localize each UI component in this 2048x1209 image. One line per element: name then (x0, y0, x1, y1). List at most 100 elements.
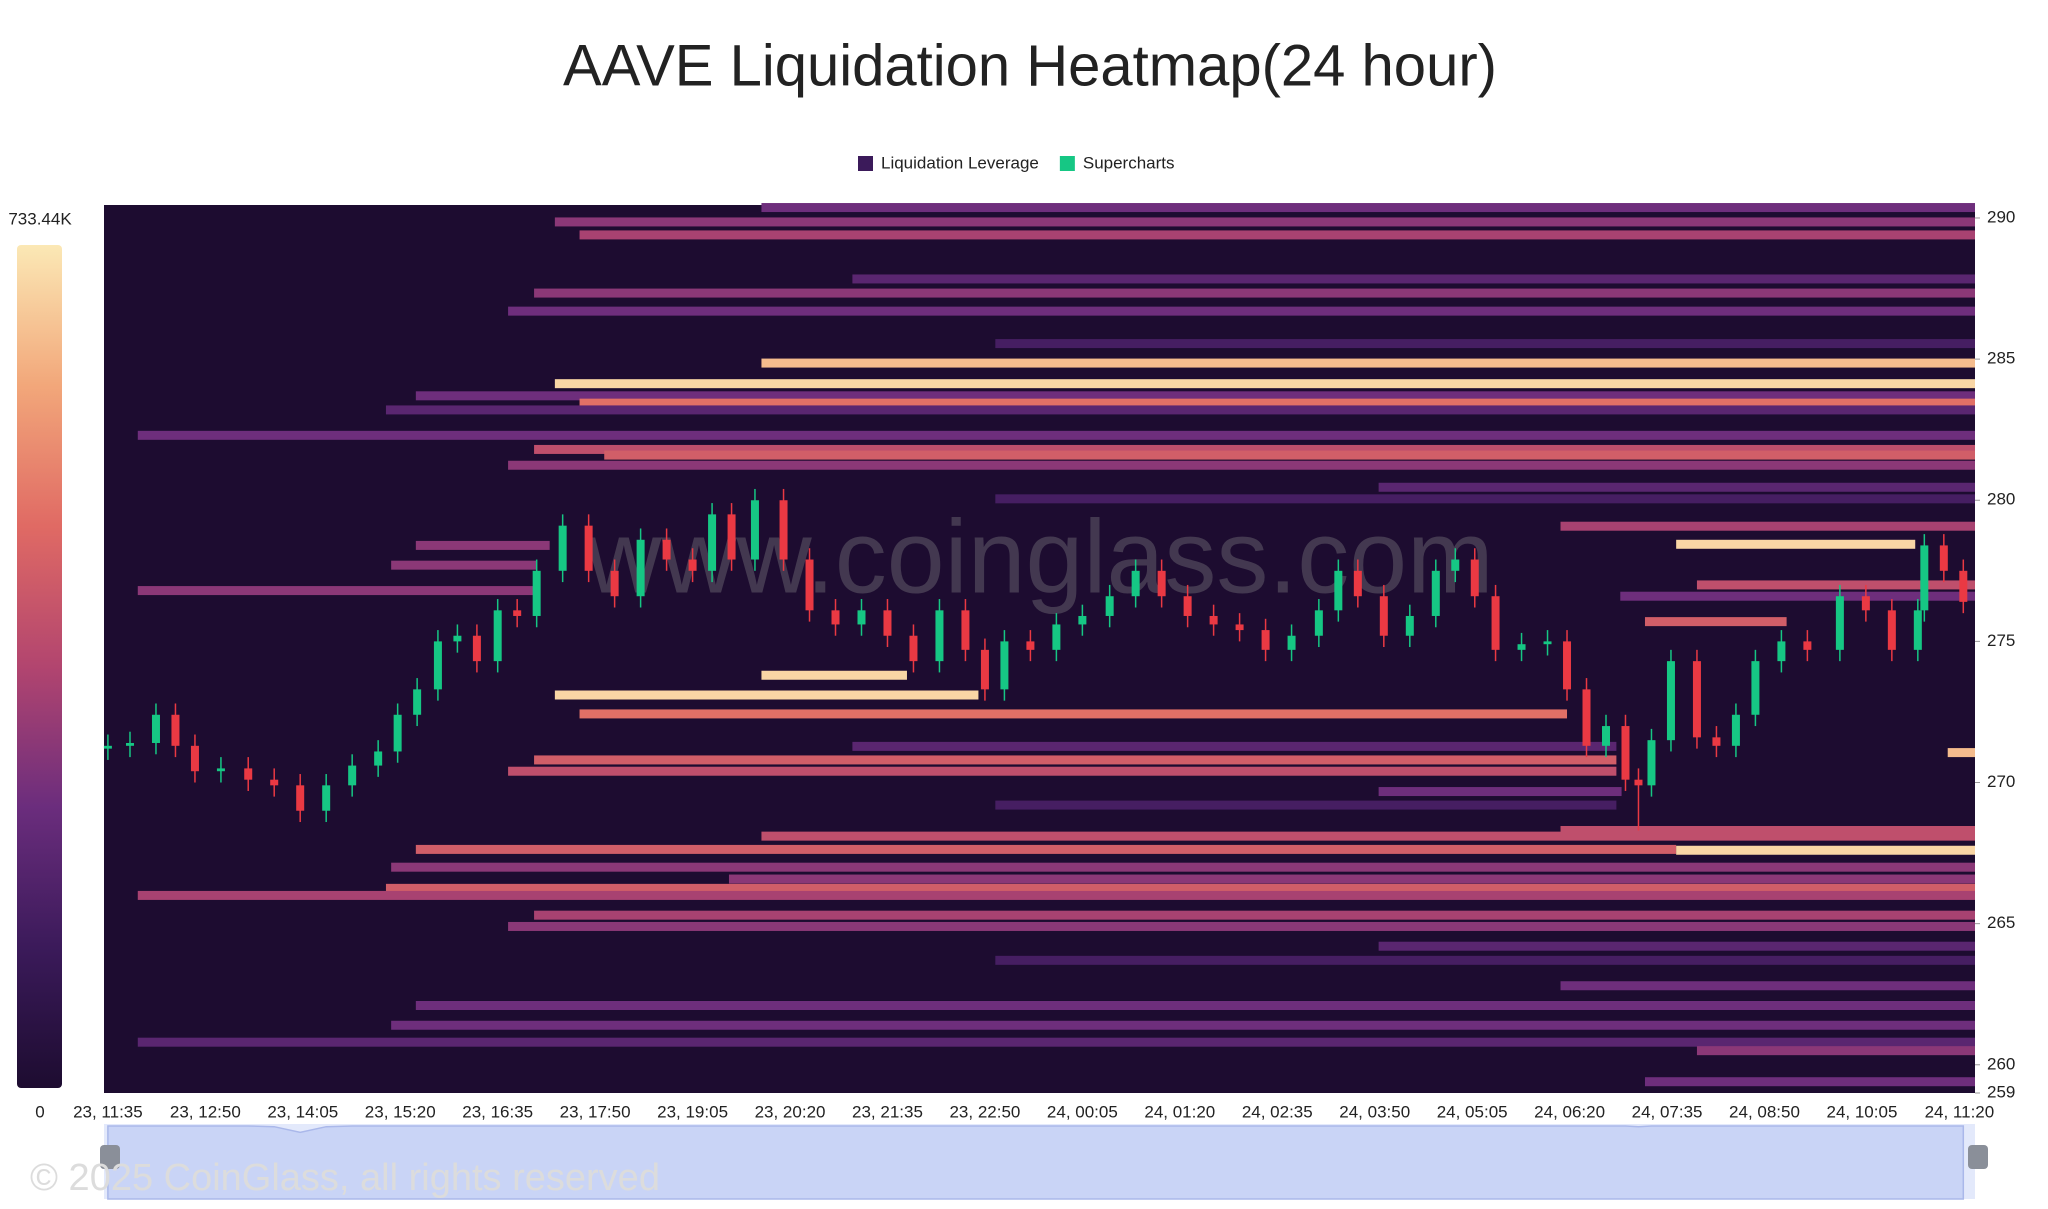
x-tick-label: 23, 20:20 (755, 1102, 826, 1121)
y-tick-label: 280 (1987, 490, 2015, 509)
candle-body (1939, 545, 1948, 571)
liquidation-band (1620, 591, 1975, 601)
candle-body (270, 779, 279, 786)
candle-body (1470, 559, 1479, 597)
liquidation-band (508, 921, 1976, 931)
liquidation-band (508, 766, 1617, 776)
liquidation-band (1676, 845, 1975, 855)
x-tick-label: 23, 22:50 (949, 1102, 1020, 1121)
candle-body (1887, 610, 1896, 650)
candle-body (433, 641, 442, 690)
candle-body (1052, 624, 1061, 650)
liquidation-band (604, 450, 1975, 460)
liquidation-band (534, 444, 1976, 454)
candle-body (1835, 596, 1844, 650)
candle-body (1157, 570, 1166, 597)
x-tick-label: 23, 17:50 (560, 1102, 631, 1121)
candle-body (558, 525, 567, 571)
liquidation-band (1378, 941, 1975, 951)
liquidation-band (137, 890, 1975, 900)
candle-body (727, 514, 736, 560)
legend-label: Liquidation Leverage (881, 153, 1039, 172)
colorbar (17, 245, 62, 1088)
liquidation-band (554, 379, 1975, 389)
liquidation-band (1676, 539, 1916, 549)
x-tick-label: 24, 00:05 (1047, 1102, 1118, 1121)
liquidation-band (728, 874, 1975, 884)
liquidation-band (1378, 787, 1622, 797)
liquidation-band (1560, 521, 1975, 531)
x-tick-label: 24, 03:50 (1339, 1102, 1410, 1121)
candle-body (190, 745, 199, 772)
liquidation-band (1644, 1077, 1975, 1087)
liquidation-band (415, 1000, 1975, 1010)
liquidation-band (137, 430, 1975, 440)
candle-body (393, 714, 402, 752)
liquidation-band (761, 670, 907, 680)
candle-body (1000, 641, 1009, 690)
colorbar-label: 0 (35, 1102, 44, 1121)
liquidation-band (415, 844, 1677, 854)
candle-body (322, 785, 331, 811)
liquidation-band (554, 217, 1975, 227)
candle-body (831, 610, 840, 625)
navigator-handle[interactable] (100, 1145, 120, 1169)
copyright: © 2025 CoinGlass, all rights reserved (30, 1157, 660, 1199)
liquidation-band (534, 755, 1617, 765)
x-tick-label: 24, 07:35 (1632, 1102, 1703, 1121)
candle-body (1026, 641, 1035, 650)
liquidation-band (137, 1037, 1975, 1047)
candle-body (1601, 726, 1610, 746)
liquidation-band (1696, 1046, 1975, 1056)
liquidation-band (852, 741, 1617, 751)
candle-body (513, 610, 522, 616)
x-tick-label: 24, 10:05 (1827, 1102, 1898, 1121)
candle-body (1261, 630, 1270, 650)
candle-body (1078, 615, 1087, 625)
candle-body (1692, 661, 1701, 738)
y-tick-label: 259 (1987, 1082, 2015, 1101)
candle-body (1751, 661, 1760, 715)
liquidation-band (579, 709, 1568, 719)
liquidation-band (1560, 825, 1975, 835)
candle-body (1314, 610, 1323, 636)
candle-body (1287, 635, 1296, 650)
legend-label: Supercharts (1083, 153, 1175, 172)
liquidation-band (995, 800, 1617, 810)
navigator-handle[interactable] (1968, 1145, 1988, 1169)
liquidation-band (391, 560, 537, 570)
candle-body (750, 500, 759, 560)
x-tick-label: 23, 14:05 (267, 1102, 338, 1121)
candle-body (1647, 740, 1656, 786)
candle-body (1621, 726, 1630, 780)
x-tick-label: 23, 19:05 (657, 1102, 728, 1121)
candle-body (348, 765, 357, 786)
legend: Liquidation Leverage Supercharts (858, 153, 1175, 172)
y-tick-label: 270 (1987, 772, 2015, 791)
candle-body (1803, 641, 1812, 650)
liquidation-band (579, 230, 1975, 240)
liquidation-band (761, 831, 1975, 841)
candles (103, 488, 1968, 831)
candle-body (708, 514, 717, 571)
candle-body (636, 539, 645, 597)
liquidation-band (1696, 580, 1975, 590)
candle-body (296, 785, 305, 811)
liquidation-band (1947, 748, 1975, 758)
liquidation-band (579, 398, 1975, 408)
candle-body (688, 559, 697, 571)
candle-body (1712, 737, 1721, 746)
x-tick-label: 24, 11:20 (1925, 1102, 1995, 1121)
candle-body (1959, 570, 1968, 602)
liquidation-band (852, 274, 1975, 284)
y-tick-label: 275 (1987, 631, 2015, 650)
candle-body (662, 539, 671, 560)
liquidation-band (1560, 981, 1975, 991)
liquidation-band (385, 405, 1975, 415)
candle-body (1861, 596, 1870, 611)
candle-body (1334, 570, 1343, 611)
candle-body (1491, 596, 1500, 650)
liquidation-band (415, 540, 550, 550)
navigator-area (107, 1125, 1965, 1200)
